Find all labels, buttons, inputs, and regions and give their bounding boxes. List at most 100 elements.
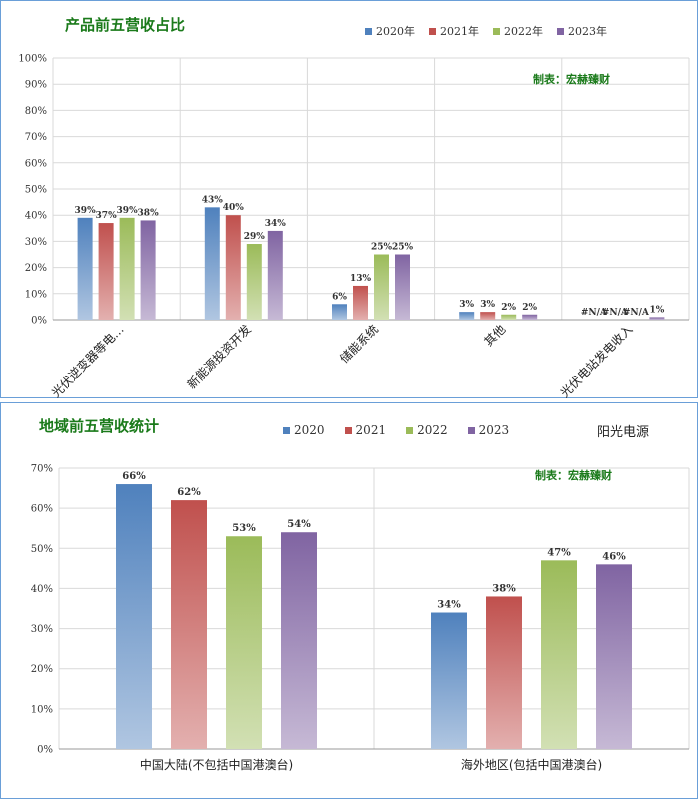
y-tick-label: 50% [31, 544, 53, 555]
legend: 2020年 2021年 2022年 2023年 [365, 23, 621, 39]
y-tick-label: 10% [25, 289, 47, 300]
legend-item: 2020 [283, 423, 325, 437]
data-label: 29% [244, 232, 266, 242]
bar [98, 223, 114, 320]
legend-swatch [283, 426, 290, 434]
bar [374, 254, 389, 320]
legend-label: 2022 [417, 423, 448, 437]
data-label: 66% [122, 471, 146, 482]
legend-item: 2022年 [493, 23, 543, 39]
bar [431, 612, 467, 749]
bar [116, 484, 152, 749]
x-category-label: 海外地区(包括中国港澳台) [461, 757, 602, 772]
data-label: 46% [602, 551, 626, 562]
bar [332, 304, 347, 320]
bar [204, 207, 220, 320]
region-revenue-panel: 0% 10% 20% 30% 40% 50% 60% 70% 66% 62% 53% 54% 中国大陆(… [0, 402, 698, 799]
legend-item: 2022 [406, 423, 448, 437]
legend-label: 2023 [478, 423, 510, 437]
legend-label: 2020 [294, 423, 325, 437]
data-label: 3% [459, 300, 474, 310]
bar [226, 536, 262, 749]
legend-item: 2020年 [365, 23, 415, 39]
y-tick-label: 20% [31, 664, 53, 675]
data-label: 38% [138, 208, 160, 218]
legend-swatch [365, 27, 372, 35]
product-revenue-chart: 0%10%20%30%40%50%60%70%80%90%100%39%37%3… [18, 54, 690, 399]
y-tick-label: 0% [37, 745, 53, 756]
legend-label: 2022年 [504, 25, 543, 38]
legend-label: 2020年 [376, 25, 415, 38]
data-label: 54% [287, 519, 311, 530]
data-label: 3% [480, 300, 495, 310]
legend-label: 2021 [355, 423, 387, 437]
data-label: 13% [350, 274, 372, 284]
bar [395, 254, 410, 320]
legend: 2020 2021 2022 2023 [283, 423, 529, 437]
bar [171, 500, 207, 749]
y-tick-label: 20% [25, 263, 47, 274]
legend-swatch [467, 426, 475, 434]
credit-label: 制表：宏赫臻财 [535, 469, 612, 482]
bar [486, 596, 522, 749]
data-label: 53% [232, 523, 256, 534]
y-tick-label: 70% [31, 464, 53, 475]
chart-title: 产品前五营收占比 [65, 16, 186, 34]
data-label: 34% [265, 219, 287, 229]
legend-item: 2023年 [557, 23, 607, 39]
x-category-label: 中国大陆(不包括中国港澳台) [140, 757, 293, 772]
data-label: #N/A [623, 308, 650, 318]
data-label: #N/A [602, 308, 629, 318]
x-category-label: 光伏逆变器等电… [48, 322, 126, 399]
bar [480, 312, 496, 320]
brand-label: 阳光电源 [597, 425, 650, 440]
chart-title: 地域前五营收统计 [39, 417, 160, 435]
y-tick-label: 60% [31, 504, 53, 515]
data-label: 25% [371, 243, 393, 253]
region-revenue-chart: 0% 10% 20% 30% 40% 50% 60% 70% 66% 62% 53% 54% 中国大陆(… [31, 464, 690, 772]
data-label: 6% [332, 292, 347, 302]
legend-label: 2023年 [568, 25, 607, 38]
data-label: 34% [437, 600, 461, 611]
bar [267, 230, 283, 320]
y-tick-label: 30% [31, 624, 53, 635]
x-category-label: 储能系统 [337, 322, 382, 367]
y-tick-label: 80% [25, 106, 47, 117]
legend-item: 2023 [467, 423, 510, 437]
y-tick-label: 10% [31, 704, 53, 715]
bar [649, 317, 665, 320]
credit-label: 制表：宏赫臻财 [533, 73, 610, 86]
legend-swatch [429, 27, 436, 35]
bar [140, 220, 156, 320]
bar [541, 560, 577, 749]
bar [596, 564, 632, 749]
y-tick-label: 70% [25, 132, 47, 143]
data-label: 43% [202, 195, 224, 205]
bar [522, 314, 538, 320]
bar [501, 314, 517, 320]
data-label: 25% [392, 243, 414, 253]
legend-swatch [344, 426, 352, 434]
data-label: 62% [177, 487, 201, 498]
bar [246, 244, 262, 320]
y-tick-label: 40% [31, 584, 53, 595]
y-tick-label: 90% [25, 80, 47, 91]
data-label: 39% [75, 206, 97, 216]
data-label: 37% [96, 211, 118, 221]
bar [119, 217, 135, 320]
bar [77, 217, 93, 320]
x-category-label: 其他 [481, 322, 508, 349]
y-tick-label: 100% [18, 54, 47, 65]
y-tick-label: 30% [25, 237, 47, 248]
bar [353, 285, 368, 320]
legend-swatch [557, 27, 564, 35]
y-tick-label: 50% [25, 185, 47, 196]
y-tick-label: 40% [25, 211, 47, 222]
data-label: 38% [492, 583, 516, 594]
data-label: 1% [649, 305, 664, 315]
data-label: 2% [522, 303, 537, 313]
bar [225, 215, 241, 320]
data-label: 2% [501, 303, 516, 313]
data-label: #N/A [581, 308, 608, 318]
data-label: 39% [117, 206, 139, 216]
